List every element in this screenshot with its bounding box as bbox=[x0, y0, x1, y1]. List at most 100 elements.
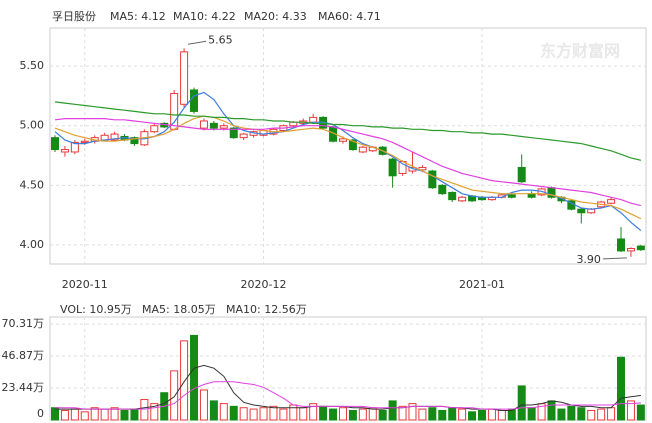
y-tick-label: 46.87万 bbox=[2, 349, 45, 362]
candle-body bbox=[448, 191, 457, 201]
volume-bar bbox=[239, 407, 248, 421]
volume-bar bbox=[458, 408, 467, 421]
volume-bar bbox=[338, 407, 347, 421]
candle-body bbox=[517, 166, 526, 183]
candle-body bbox=[229, 127, 238, 139]
volume-bar bbox=[70, 408, 79, 421]
price-panel bbox=[49, 27, 647, 265]
volume-ma-line bbox=[55, 381, 641, 410]
y-tick-label: 4.50 bbox=[20, 178, 45, 191]
volume-bar bbox=[487, 408, 496, 421]
volume-bar bbox=[319, 405, 328, 421]
candle-body bbox=[418, 166, 427, 171]
legend-label: MA5: 18.05万 bbox=[142, 303, 216, 316]
x-tick-label: 2020-11 bbox=[62, 278, 108, 291]
volume-bar bbox=[378, 409, 387, 421]
candle-body bbox=[180, 51, 189, 105]
volume-bar bbox=[90, 407, 99, 421]
volume-panel bbox=[49, 316, 647, 421]
candle-body bbox=[636, 245, 645, 251]
legend-label: MA60: 4.71 bbox=[318, 10, 381, 23]
volume-bar bbox=[269, 405, 278, 421]
y-tick-label: 23.44万 bbox=[2, 381, 45, 394]
legend-label: MA10: 4.22 bbox=[173, 10, 236, 23]
volume-bar bbox=[597, 408, 606, 421]
volume-bar bbox=[249, 408, 258, 421]
candle-body bbox=[577, 208, 586, 214]
legend-label: MA5: 4.12 bbox=[110, 10, 166, 23]
candle-body bbox=[150, 125, 159, 133]
volume-bar bbox=[229, 405, 238, 421]
volume-bar bbox=[120, 409, 129, 421]
candle-body bbox=[110, 133, 119, 141]
y-tick-label: 5.50 bbox=[20, 59, 45, 72]
volume-bar bbox=[110, 407, 119, 421]
volume-bar bbox=[279, 408, 288, 421]
candle-body bbox=[438, 184, 447, 195]
volume-bar bbox=[140, 399, 149, 421]
volume-bar bbox=[636, 404, 645, 421]
ma-line bbox=[54, 115, 642, 220]
volume-bar bbox=[170, 370, 179, 421]
candle-body bbox=[348, 139, 357, 151]
candle-body bbox=[458, 196, 467, 202]
volume-bar bbox=[477, 409, 486, 421]
ma-line bbox=[54, 118, 642, 207]
watermark: 东方财富网 bbox=[540, 42, 620, 61]
volume-bar bbox=[388, 400, 397, 421]
candle-body bbox=[130, 137, 139, 145]
candle-body bbox=[607, 199, 616, 204]
volume-bar bbox=[259, 407, 268, 421]
volume-bar bbox=[626, 400, 635, 421]
volume-bar bbox=[60, 409, 69, 421]
legend-label: MA20: 4.33 bbox=[244, 10, 307, 23]
candle-body bbox=[80, 140, 89, 143]
y-tick-label: 4.00 bbox=[20, 238, 45, 251]
volume-bar bbox=[209, 400, 218, 421]
candle-body bbox=[219, 125, 228, 129]
y-tick-label: 70.31万 bbox=[2, 317, 45, 330]
volume-bar bbox=[468, 411, 477, 421]
candle-body bbox=[209, 122, 218, 129]
legend-label: MA10: 12.56万 bbox=[226, 303, 307, 316]
x-tick-label: 2021-01 bbox=[459, 278, 505, 291]
volume-bar bbox=[428, 407, 437, 421]
volume-bar bbox=[219, 403, 228, 421]
annotation: 3.90 bbox=[576, 253, 601, 266]
candle-body bbox=[51, 137, 59, 151]
annotation-arrow bbox=[188, 40, 207, 45]
volume-bar bbox=[438, 409, 447, 421]
volume-bar bbox=[448, 407, 457, 421]
volume-bar bbox=[587, 409, 596, 421]
candle-body bbox=[428, 170, 437, 189]
annotation: 5.65 bbox=[208, 33, 233, 46]
candle-body bbox=[190, 89, 199, 112]
candle-body bbox=[358, 146, 367, 153]
candle-body bbox=[626, 248, 635, 252]
volume-bar bbox=[190, 334, 199, 421]
y-tick-label: 0 bbox=[37, 407, 44, 420]
volume-bar bbox=[527, 407, 536, 421]
volume-bar bbox=[567, 405, 576, 421]
y-tick-label: 5.00 bbox=[20, 119, 45, 132]
legend-label: VOL: 10.95万 bbox=[60, 303, 132, 316]
candle-body bbox=[199, 120, 208, 129]
volume-bar bbox=[398, 405, 407, 421]
candle-body bbox=[617, 238, 626, 252]
stock-name: 孚日股份 bbox=[52, 10, 96, 23]
volume-bar bbox=[180, 340, 189, 421]
ma-line bbox=[54, 91, 642, 232]
candle-body bbox=[388, 158, 397, 177]
annotation-arrow bbox=[602, 257, 627, 260]
candle-body bbox=[507, 194, 516, 198]
x-tick-label: 2020-12 bbox=[241, 278, 287, 291]
volume-bar bbox=[607, 407, 616, 421]
volume-bar bbox=[199, 389, 208, 421]
volume-bar bbox=[329, 408, 338, 421]
candle-body bbox=[70, 141, 79, 153]
volume-bar bbox=[150, 403, 159, 421]
candle-body bbox=[338, 138, 347, 142]
volume-bar bbox=[617, 356, 626, 421]
volume-bar bbox=[497, 409, 506, 421]
volume-ma-line bbox=[55, 364, 641, 411]
